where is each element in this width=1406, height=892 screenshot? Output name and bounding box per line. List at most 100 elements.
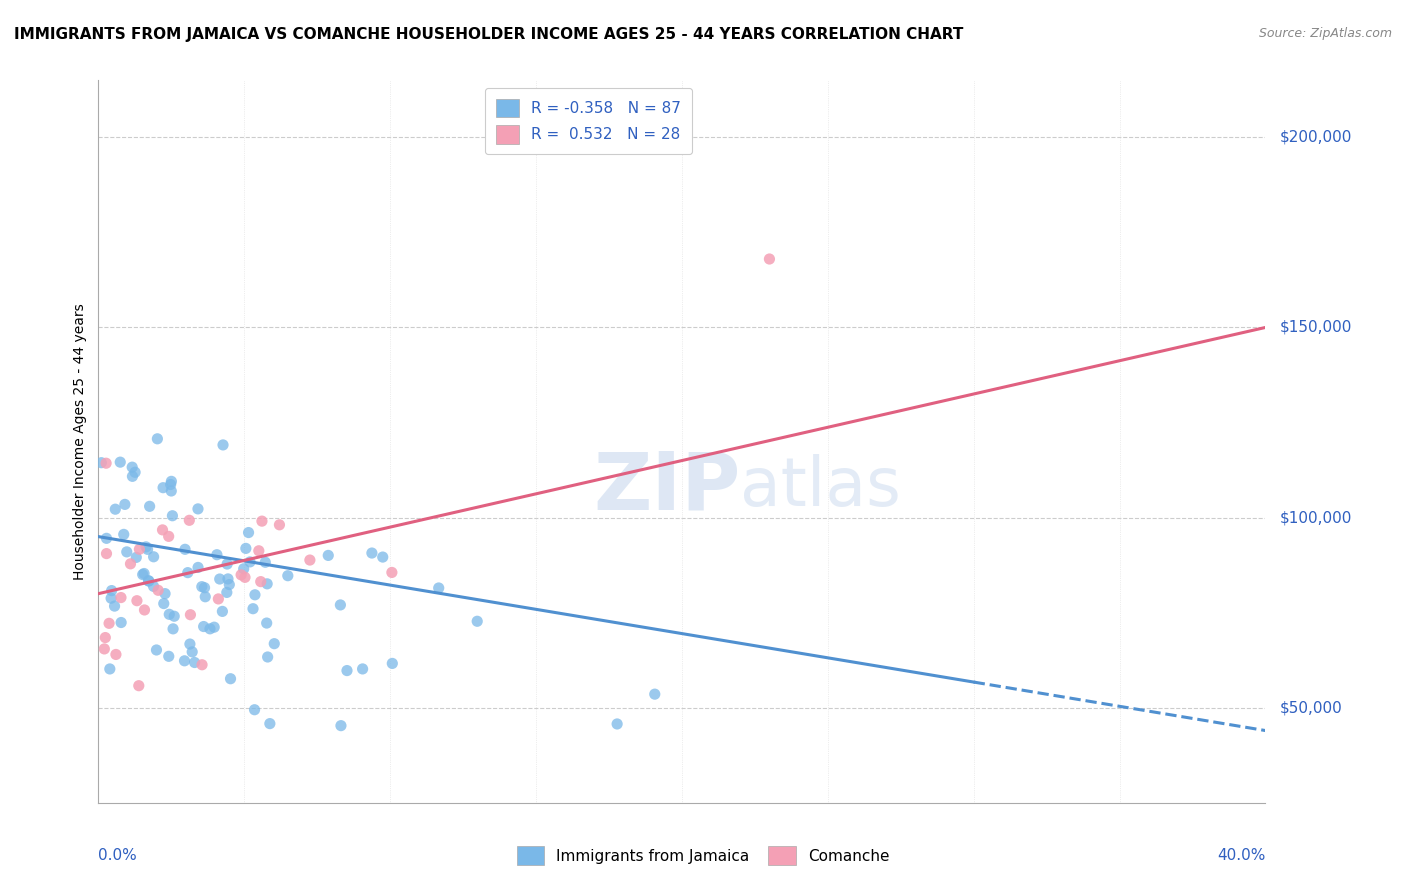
Point <box>269 517 291 532</box>
Point <box>179 607 201 622</box>
Point <box>157 607 180 622</box>
Point <box>100 583 122 598</box>
Point <box>208 572 231 586</box>
Text: IMMIGRANTS FROM JAMAICA VS COMANCHE HOUSEHOLDER INCOME AGES 25 - 44 YEARS CORREL: IMMIGRANTS FROM JAMAICA VS COMANCHE HOUS… <box>14 27 963 42</box>
Point <box>198 622 221 636</box>
Point <box>146 432 169 446</box>
Point <box>115 545 138 559</box>
Point <box>217 572 239 586</box>
Text: $150,000: $150,000 <box>1279 320 1353 335</box>
Point <box>371 550 394 565</box>
Point <box>243 703 266 717</box>
Point <box>125 593 148 607</box>
Point <box>329 719 352 733</box>
Point <box>381 657 404 671</box>
Point <box>352 662 374 676</box>
Point <box>132 566 155 581</box>
Point <box>242 601 264 615</box>
Text: atlas: atlas <box>741 454 901 520</box>
Point <box>152 523 174 537</box>
Point <box>138 574 160 588</box>
Point <box>136 542 159 557</box>
Point <box>177 566 200 580</box>
Point <box>142 549 165 564</box>
Point <box>191 657 214 672</box>
Point <box>134 603 156 617</box>
Point <box>146 583 169 598</box>
Legend: R = -0.358   N = 87, R =  0.532   N = 28: R = -0.358 N = 87, R = 0.532 N = 28 <box>485 88 692 154</box>
Point <box>125 550 148 565</box>
Point <box>193 619 215 633</box>
Point <box>191 580 214 594</box>
Point <box>211 604 233 618</box>
Point <box>112 527 135 541</box>
Point <box>229 567 252 582</box>
Point <box>159 477 181 491</box>
Point <box>162 508 184 523</box>
Point <box>124 465 146 479</box>
Point <box>110 591 132 605</box>
Point <box>219 672 242 686</box>
Point <box>110 615 132 630</box>
Point <box>758 252 780 266</box>
Point <box>207 591 229 606</box>
Point <box>179 637 201 651</box>
Point <box>121 469 143 483</box>
Text: 40.0%: 40.0% <box>1218 848 1265 863</box>
Point <box>250 514 273 528</box>
Point <box>187 501 209 516</box>
Text: 0.0%: 0.0% <box>98 848 138 863</box>
Point <box>138 574 160 588</box>
Point <box>98 616 121 631</box>
Legend: Immigrants from Jamaica, Comanche: Immigrants from Jamaica, Comanche <box>510 840 896 871</box>
Point <box>263 637 285 651</box>
Point <box>173 654 195 668</box>
Point <box>98 662 121 676</box>
Text: $100,000: $100,000 <box>1279 510 1353 525</box>
Point <box>104 648 127 662</box>
Point <box>152 597 174 611</box>
Point <box>120 557 142 571</box>
Point <box>235 541 257 556</box>
Point <box>131 567 153 582</box>
Point <box>217 557 239 571</box>
Point <box>465 614 488 628</box>
Point <box>128 679 150 693</box>
Point <box>181 645 204 659</box>
Point <box>145 643 167 657</box>
Point <box>160 483 183 498</box>
Point <box>298 553 321 567</box>
Point <box>215 585 238 599</box>
Point <box>114 497 136 511</box>
Text: ZIP: ZIP <box>593 448 741 526</box>
Point <box>212 438 235 452</box>
Point <box>162 622 184 636</box>
Point <box>644 687 666 701</box>
Point <box>256 650 278 665</box>
Point <box>157 649 180 664</box>
Point <box>361 546 384 560</box>
Point <box>183 656 205 670</box>
Point <box>138 500 160 514</box>
Point <box>238 525 260 540</box>
Point <box>256 615 278 630</box>
Point <box>94 456 117 470</box>
Point <box>128 542 150 557</box>
Point <box>135 540 157 554</box>
Point <box>259 716 281 731</box>
Point <box>218 577 240 591</box>
Text: $50,000: $50,000 <box>1279 700 1343 715</box>
Point <box>249 574 271 589</box>
Point <box>90 456 112 470</box>
Point <box>187 560 209 574</box>
Point <box>606 717 628 731</box>
Point <box>316 549 339 563</box>
Point <box>110 455 132 469</box>
Text: $200,000: $200,000 <box>1279 130 1353 145</box>
Point <box>243 588 266 602</box>
Point <box>194 590 217 604</box>
Point <box>153 587 176 601</box>
Point <box>103 599 125 613</box>
Point <box>160 475 183 489</box>
Point <box>256 577 278 591</box>
